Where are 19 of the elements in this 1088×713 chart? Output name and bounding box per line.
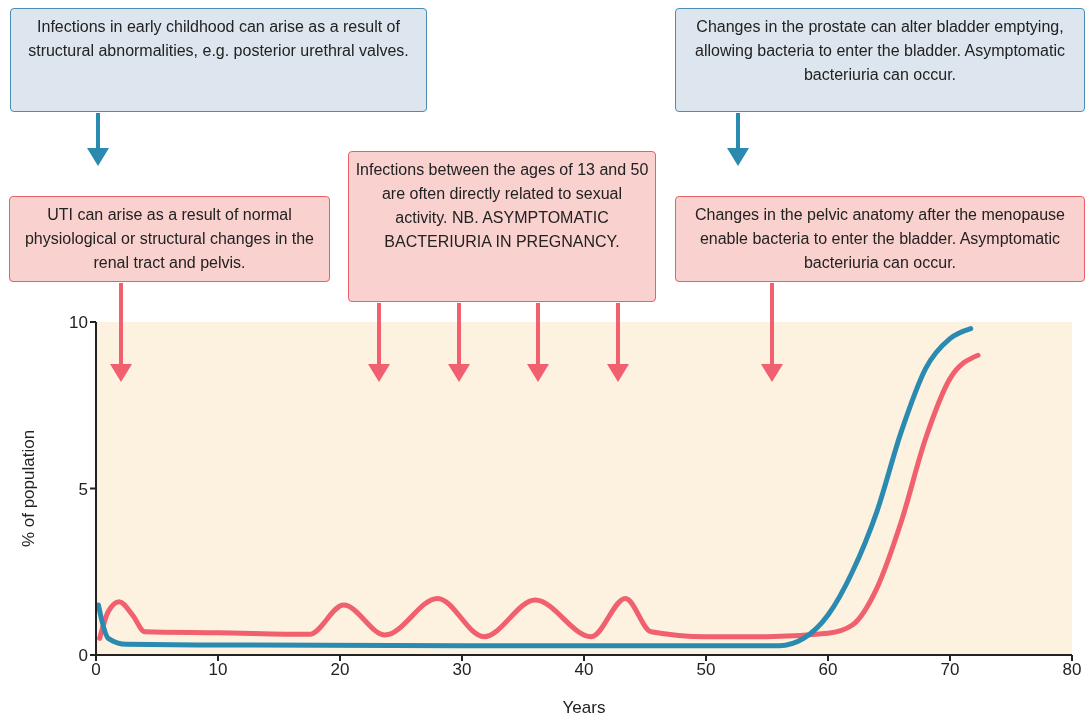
text: UTI can arise as a result of normal physiological or structural changes in the renal tract and pelvis. (9, 196, 330, 282)
x-tick-label: 0 (91, 660, 101, 680)
x-tick-label: 40 (574, 660, 594, 680)
y-axis-title: % of population (19, 429, 39, 548)
y-tick-label: 0 (78, 646, 88, 666)
x-tick-label: 10 (208, 660, 228, 680)
x-tick-label: 70 (940, 660, 960, 680)
x-tick-label: 50 (696, 660, 716, 680)
x-tick-label: 20 (330, 660, 350, 680)
x-tick-label: 80 (1062, 660, 1082, 680)
x-axis-title: Years (562, 698, 606, 713)
y-tick-label: 10 (69, 313, 88, 333)
text: Infections in early childhood can arise as a result of structural abnormalities, e.g. posterior urethral valves. (10, 8, 427, 112)
text: Changes in the prostate can alter bladder emptying, allowing bacteria to enter the bladder. Asymptomatic bacteriuria can occur. (675, 8, 1085, 112)
text: Infections between the ages of 13 and 50 are often directly related to sexual activity. NB. ASYMPTOMATIC BACTERIURIA IN PREGNANCY. (348, 151, 656, 302)
text: Changes in the pelvic anatomy after the menopause enable bacteria to enter the bladder. Asymptomatic bacteriuria can occur. (675, 196, 1085, 282)
y-tick-label: 5 (78, 479, 88, 499)
x-tick-label: 60 (818, 660, 838, 680)
x-tick-label: 30 (452, 660, 472, 680)
